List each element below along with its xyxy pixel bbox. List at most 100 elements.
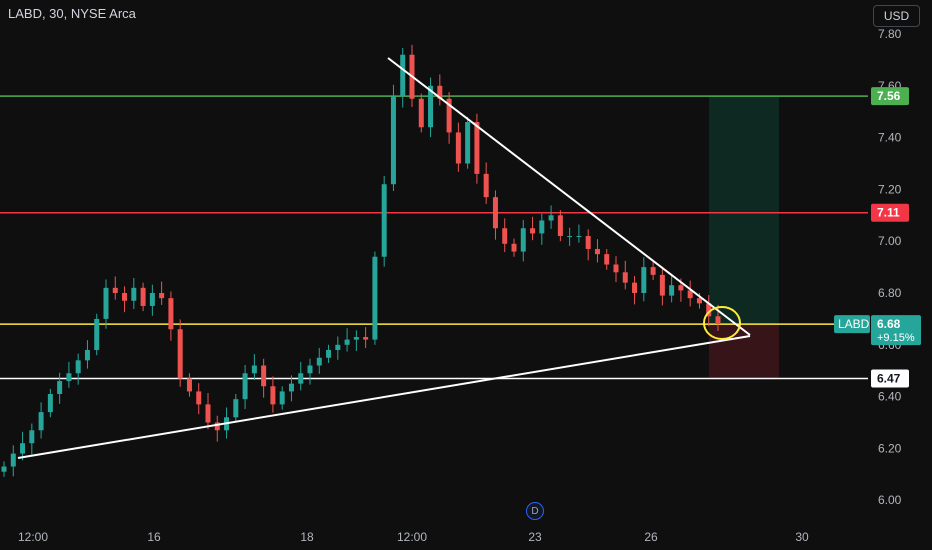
symbol-tag-bg — [834, 315, 870, 334]
level-tag-green-bg — [871, 87, 909, 106]
candle-body — [168, 298, 174, 330]
candle-body — [20, 443, 26, 454]
candle — [140, 282, 146, 312]
candle-body — [483, 173, 489, 198]
candle — [613, 256, 619, 283]
dividend-marker-icon[interactable]: D — [526, 502, 544, 520]
candle-body — [446, 98, 452, 133]
candle — [530, 216, 536, 241]
candle-body — [548, 215, 554, 221]
candle — [400, 47, 406, 108]
candle — [446, 92, 452, 144]
candle-body — [437, 85, 443, 99]
candle-body — [613, 264, 619, 273]
candle-body — [474, 122, 480, 174]
candle — [57, 372, 63, 404]
candle — [214, 415, 220, 442]
candle — [233, 394, 239, 423]
candle — [594, 239, 600, 263]
candle-body — [492, 197, 498, 229]
candle — [520, 219, 526, 262]
candle-body — [84, 349, 90, 361]
symbol-tag: LABD — [838, 317, 870, 331]
candle — [298, 361, 304, 391]
level-tag-red-bg — [871, 203, 909, 222]
candle — [316, 347, 322, 374]
candle-body — [29, 430, 35, 444]
candle-body — [678, 285, 684, 291]
candle-body — [159, 293, 165, 299]
candle — [242, 365, 248, 410]
price-tick-label: 7.40 — [878, 131, 902, 145]
candle — [353, 330, 359, 352]
candle-body — [233, 399, 239, 418]
candle-body — [149, 293, 155, 306]
candle — [632, 275, 638, 305]
candle — [585, 229, 591, 261]
candle — [363, 327, 369, 348]
candle — [687, 280, 693, 307]
candle — [288, 375, 294, 402]
candle — [669, 273, 675, 303]
candle — [122, 286, 128, 313]
candle — [20, 431, 26, 461]
candle — [483, 162, 489, 204]
candle — [715, 304, 721, 331]
candle — [66, 361, 72, 388]
candle-body — [353, 337, 359, 340]
candle-body — [298, 373, 304, 384]
candle — [335, 336, 341, 360]
candle — [261, 358, 267, 398]
candle-body — [604, 254, 610, 265]
candle-body — [242, 373, 248, 400]
candle-body — [66, 373, 72, 382]
candle-body — [400, 54, 406, 97]
candle — [381, 175, 387, 267]
candle-body — [251, 365, 257, 374]
level-tag-green: 7.56 — [877, 89, 901, 103]
candle — [372, 251, 378, 345]
candle-body — [418, 98, 424, 128]
candle-body — [687, 290, 693, 299]
candle-body — [641, 267, 647, 293]
candle-body — [196, 391, 202, 405]
candle — [557, 210, 563, 242]
candle-body — [650, 267, 656, 275]
candle — [75, 353, 81, 385]
candle-body — [344, 339, 350, 345]
candle-body — [390, 96, 396, 185]
candle-body — [316, 357, 322, 366]
candle-body — [455, 132, 461, 164]
ascending-trendline — [17, 335, 751, 459]
candle — [548, 205, 554, 229]
candle-body — [307, 365, 313, 374]
candle — [659, 266, 665, 306]
candle-body — [140, 287, 146, 306]
candle-body — [706, 303, 712, 317]
candle-body — [288, 383, 294, 392]
candle-body — [177, 329, 183, 379]
descending-trendline — [387, 57, 751, 336]
candle-body — [326, 349, 332, 358]
candle — [279, 386, 285, 410]
currency-button[interactable]: USD — [873, 5, 920, 27]
candle-body — [112, 287, 118, 293]
candle — [567, 227, 573, 246]
level-tag-white: 6.47 — [877, 371, 901, 385]
last-price-change: +9.15% — [877, 332, 915, 344]
candle-body — [502, 228, 508, 244]
candle — [492, 190, 498, 240]
candle-body — [669, 285, 675, 296]
candle — [112, 276, 118, 300]
candle-body — [279, 391, 285, 405]
candle-body — [557, 215, 563, 237]
candle — [650, 261, 656, 281]
price-tick-label: 7.80 — [878, 27, 902, 41]
candle-body — [94, 318, 100, 350]
candle-body — [335, 344, 341, 350]
candle — [344, 328, 350, 352]
candle — [502, 218, 508, 253]
time-tick-label: 12:00 — [18, 530, 48, 544]
candle-body — [585, 236, 591, 249]
